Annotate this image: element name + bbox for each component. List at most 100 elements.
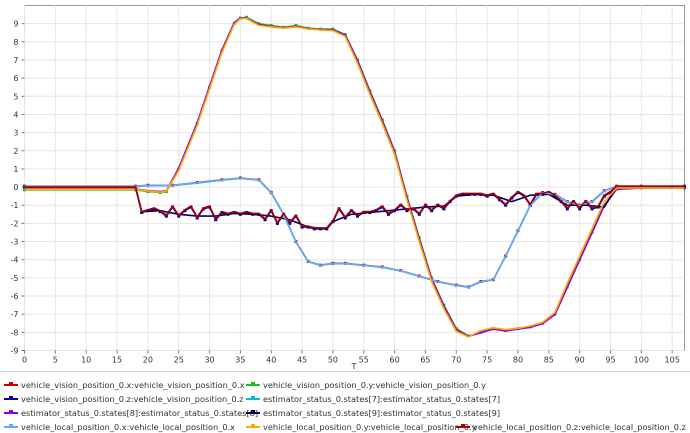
series-point-2 bbox=[245, 211, 249, 214]
series-point-2 bbox=[288, 221, 292, 225]
legend-label: estimator_status_0.states[7]:estimator_s… bbox=[263, 394, 501, 404]
x-tick-label: 60 bbox=[389, 356, 399, 365]
x-tick-label: 90 bbox=[575, 356, 585, 365]
x-tick-label: 35 bbox=[235, 356, 245, 365]
legend-swatch bbox=[4, 408, 18, 418]
series-point-2 bbox=[356, 214, 360, 218]
x-tick-label: 55 bbox=[359, 356, 369, 365]
x-tick-label: 100 bbox=[634, 356, 649, 365]
series-point-2 bbox=[275, 221, 279, 225]
x-tick-label: 105 bbox=[665, 356, 680, 365]
y-tick-label: 2 bbox=[13, 147, 18, 156]
series-point-2 bbox=[177, 214, 181, 218]
legend-swatch bbox=[4, 394, 18, 404]
series-point-2 bbox=[386, 212, 390, 216]
legend-swatch bbox=[246, 422, 260, 432]
legend-item[interactable]: estimator_status_0.states[9]:estimator_s… bbox=[246, 406, 500, 420]
legend-label: estimator_status_0.states[9]:estimator_s… bbox=[263, 408, 501, 418]
legend-swatch bbox=[246, 394, 260, 404]
series-point-2 bbox=[374, 209, 378, 213]
x-tick-label: 40 bbox=[266, 356, 276, 365]
x-tick-label: 80 bbox=[513, 356, 523, 365]
x-axis-title: T bbox=[351, 362, 357, 371]
y-tick-label: -1 bbox=[11, 201, 19, 210]
series-point-1 bbox=[294, 23, 298, 27]
legend-label: vehicle_vision_position_0.x:vehicle_visi… bbox=[21, 380, 245, 390]
x-tick-label: 20 bbox=[143, 356, 153, 365]
series-point-1 bbox=[245, 15, 249, 19]
series-point-2 bbox=[430, 209, 434, 213]
y-tick-label: 1 bbox=[13, 165, 18, 174]
y-tick-label: 8 bbox=[13, 38, 18, 47]
y-tick-label: -5 bbox=[11, 274, 19, 283]
y-tick-label: 3 bbox=[13, 129, 18, 138]
x-tick-label: 5 bbox=[53, 356, 58, 365]
series-group bbox=[23, 15, 686, 338]
y-tick-label: 9 bbox=[13, 20, 18, 29]
y-tick-label: -4 bbox=[11, 256, 19, 265]
series-point-2 bbox=[214, 218, 218, 222]
series-point-2 bbox=[578, 207, 582, 211]
series-point-2 bbox=[504, 203, 508, 207]
legend-item[interactable]: vehicle_local_position_0.z:vehicle_local… bbox=[456, 420, 686, 433]
legend-swatch bbox=[246, 380, 260, 390]
x-tick-label: 75 bbox=[482, 356, 492, 365]
x-axis-ticks: 0 5 10 15 20 25 30 35 40 45 50 55 60 65 70 75 80 85 90 95 10… bbox=[22, 350, 680, 365]
legend-item[interactable]: vehicle_local_position_0.y:vehicle_local… bbox=[246, 420, 476, 433]
y-tick-label: -7 bbox=[11, 310, 19, 319]
series-point-2 bbox=[232, 211, 236, 214]
y-tick-label: -3 bbox=[11, 238, 19, 247]
legend-item[interactable]: vehicle_vision_position_0.z:vehicle_visi… bbox=[4, 392, 243, 406]
x-tick-label: 65 bbox=[420, 356, 430, 365]
x-tick-label: 0 bbox=[22, 356, 27, 365]
series-point-2 bbox=[263, 218, 267, 222]
legend-label: vehicle_local_position_0.y:vehicle_local… bbox=[263, 422, 477, 432]
grid-lines bbox=[24, 5, 685, 351]
legend-swatch bbox=[246, 408, 260, 418]
series-point-2 bbox=[547, 191, 551, 195]
x-tick-label: 15 bbox=[112, 356, 122, 365]
legend-item[interactable]: vehicle_vision_position_0.x:vehicle_visi… bbox=[4, 378, 245, 392]
legend-label: vehicle_vision_position_0.y:vehicle_visi… bbox=[263, 380, 486, 390]
x-tick-label: 50 bbox=[328, 356, 338, 365]
y-tick-label: 5 bbox=[13, 92, 18, 101]
x-tick-label: 10 bbox=[81, 356, 91, 365]
legend-label: vehicle_local_position_0.z:vehicle_local… bbox=[473, 422, 686, 432]
legend-label: vehicle_local_position_0.x:vehicle_local… bbox=[21, 422, 235, 432]
series-point-1 bbox=[269, 23, 273, 27]
series-point-2 bbox=[442, 207, 446, 211]
legend-item[interactable]: vehicle_vision_position_0.y:vehicle_visi… bbox=[246, 378, 486, 392]
series-line-7 bbox=[24, 17, 685, 338]
x-tick-label: 30 bbox=[204, 356, 214, 365]
legend-swatch bbox=[4, 422, 18, 432]
series-line-8 bbox=[24, 185, 685, 229]
y-tick-label: -6 bbox=[11, 292, 19, 301]
y-tick-label: 0 bbox=[13, 183, 18, 192]
y-tick-label: 7 bbox=[13, 56, 18, 65]
series-point-1 bbox=[257, 22, 261, 26]
series-point-2 bbox=[565, 207, 569, 211]
legend-item[interactable]: vehicle_local_position_0.x:vehicle_local… bbox=[4, 420, 235, 433]
x-tick-label: 95 bbox=[605, 356, 615, 365]
series-point-2 bbox=[485, 194, 489, 198]
legend-label: vehicle_vision_position_0.z:vehicle_visi… bbox=[21, 394, 244, 404]
series-point-2 bbox=[343, 216, 347, 220]
legend-label: estimator_status_0.states[8]:estimator_s… bbox=[21, 408, 259, 418]
series-point-2 bbox=[164, 214, 168, 218]
x-tick-label: 70 bbox=[451, 356, 461, 365]
legend-swatch bbox=[4, 380, 18, 390]
plot-area bbox=[24, 5, 685, 351]
series-point-2 bbox=[460, 192, 464, 196]
legend-item[interactable]: estimator_status_0.states[7]:estimator_s… bbox=[246, 392, 500, 406]
series-point-2 bbox=[405, 209, 409, 213]
series-point-2 bbox=[417, 212, 421, 216]
series-point-2 bbox=[312, 227, 316, 231]
series-point-2 bbox=[590, 207, 594, 211]
y-tick-label: 4 bbox=[13, 110, 18, 119]
legend-item[interactable]: estimator_status_0.states[8]:estimator_s… bbox=[4, 406, 258, 420]
legend: vehicle_vision_position_0.x:vehicle_visi… bbox=[0, 371, 690, 433]
y-tick-label: -8 bbox=[11, 328, 19, 337]
x-tick-label: 85 bbox=[544, 356, 554, 365]
series-point-2 bbox=[195, 216, 199, 220]
